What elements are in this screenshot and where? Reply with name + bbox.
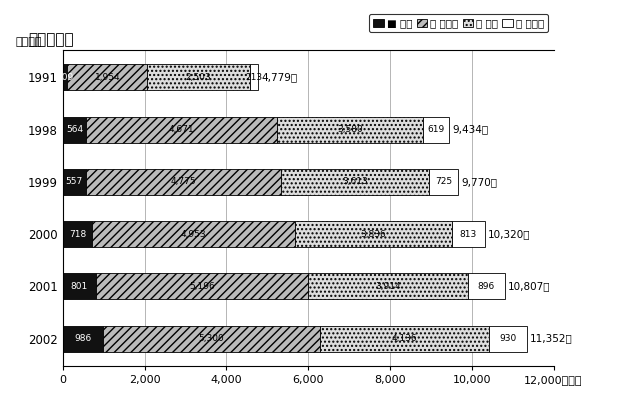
Text: 9,434人: 9,434人 [452, 125, 488, 135]
Text: 986: 986 [74, 334, 92, 343]
Text: 10,807人: 10,807人 [508, 281, 550, 291]
Text: 3,613: 3,613 [342, 177, 367, 186]
Text: 725: 725 [435, 177, 452, 186]
Text: 4,775: 4,775 [170, 177, 196, 186]
Bar [250, 64, 259, 90]
Bar [63, 116, 86, 143]
Y-axis label: （年度）: （年度） [15, 37, 42, 47]
Bar [63, 169, 86, 195]
Bar [295, 221, 452, 247]
Bar [468, 273, 504, 300]
Text: 557: 557 [65, 177, 83, 186]
Bar [281, 169, 428, 195]
Bar [63, 326, 103, 352]
Bar [423, 116, 448, 143]
Text: 813: 813 [460, 230, 477, 239]
Bar [489, 326, 527, 352]
Text: 3,914: 3,914 [376, 282, 401, 291]
Bar [277, 116, 423, 143]
Text: 10,320人: 10,320人 [488, 229, 531, 239]
Text: 1,954: 1,954 [94, 73, 120, 82]
Bar [63, 64, 67, 90]
Text: 564: 564 [66, 125, 83, 134]
Text: 5,196: 5,196 [189, 282, 214, 291]
Bar [147, 64, 250, 90]
Text: 3,836: 3,836 [360, 230, 386, 239]
Bar [86, 116, 277, 143]
Bar [308, 273, 468, 300]
Bar [452, 221, 485, 247]
Bar [63, 273, 96, 300]
Text: 4,671: 4,671 [169, 125, 194, 134]
Text: 5,300: 5,300 [199, 334, 225, 343]
Bar [103, 326, 320, 352]
Bar [320, 326, 489, 352]
Text: 4,779人: 4,779人 [262, 72, 298, 82]
Text: 9,770人: 9,770人 [462, 177, 498, 187]
Text: 課程博士号: 課程博士号 [28, 32, 74, 47]
Text: 11,352人: 11,352人 [530, 334, 573, 344]
Bar [86, 169, 281, 195]
Bar [63, 221, 92, 247]
Text: 718: 718 [69, 230, 86, 239]
Text: 930: 930 [499, 334, 516, 343]
Text: 3,580: 3,580 [337, 125, 363, 134]
Bar [96, 273, 308, 300]
Bar [428, 169, 459, 195]
Text: 896: 896 [478, 282, 495, 291]
Text: 4,136: 4,136 [392, 334, 417, 343]
Text: 109: 109 [57, 73, 74, 82]
Text: 4,953: 4,953 [181, 230, 206, 239]
Bar [67, 64, 147, 90]
Text: 2,503: 2,503 [186, 73, 211, 82]
Bar [92, 221, 295, 247]
Text: 801: 801 [70, 282, 88, 291]
Legend: ■ 人社, 口 理工農, 口 保健, 口 その他: ■ 人社, 口 理工農, 口 保健, 口 その他 [369, 14, 548, 32]
Text: 619: 619 [427, 125, 445, 134]
Text: 213: 213 [245, 73, 262, 82]
